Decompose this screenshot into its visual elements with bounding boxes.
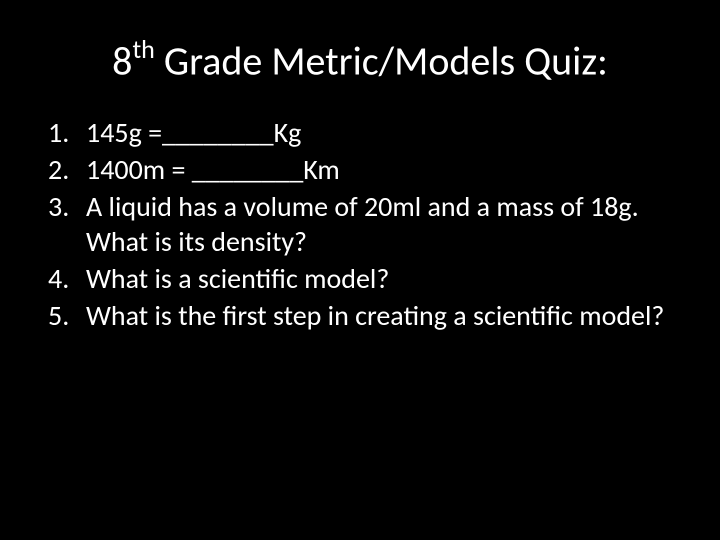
list-item: 3. A liquid has a volume of 20ml and a m… <box>48 189 680 259</box>
list-item: 2. 1400m = ________Km <box>48 152 680 187</box>
slide-container: 8th Grade Metric/Models Quiz: 1. 145g =_… <box>0 0 720 540</box>
item-number: 1. <box>48 115 86 150</box>
title-rest: Grade Metric/Models Quiz: <box>155 36 608 85</box>
item-number: 3. <box>48 189 86 259</box>
list-item: 5. What is the first step in creating a … <box>48 298 680 333</box>
page-title: 8th Grade Metric/Models Quiz: <box>40 35 680 85</box>
item-text: A liquid has a volume of 20ml and a mass… <box>86 189 680 259</box>
item-text: 1400m = ________Km <box>86 152 680 187</box>
title-superscript: th <box>132 33 154 65</box>
item-number: 4. <box>48 261 86 296</box>
item-text: 145g =________Kg <box>86 115 680 150</box>
quiz-list: 1. 145g =________Kg 2. 1400m = ________K… <box>40 115 680 333</box>
item-text: What is the first step in creating a sci… <box>86 298 680 333</box>
title-prefix: 8 <box>112 36 132 85</box>
item-number: 5. <box>48 298 86 333</box>
item-text: What is a scientific model? <box>86 261 680 296</box>
item-number: 2. <box>48 152 86 187</box>
list-item: 1. 145g =________Kg <box>48 115 680 150</box>
list-item: 4. What is a scientific model? <box>48 261 680 296</box>
